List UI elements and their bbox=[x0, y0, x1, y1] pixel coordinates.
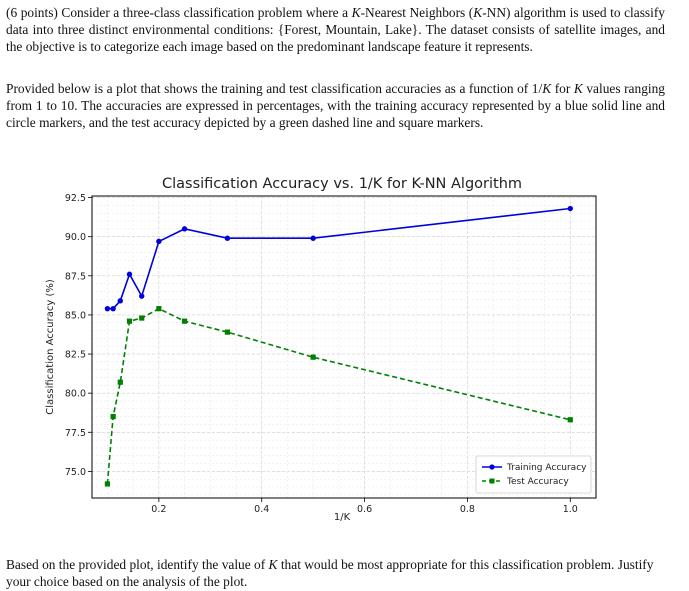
training-accuracy-point bbox=[139, 293, 145, 299]
test-accuracy-line bbox=[106, 307, 571, 484]
test-accuracy-point bbox=[567, 417, 573, 423]
plot-description: Provided below is a plot that shows the … bbox=[6, 81, 665, 130]
training-accuracy-line bbox=[107, 207, 571, 310]
points-label: (6 points) bbox=[6, 5, 58, 20]
training-accuracy-point bbox=[156, 238, 162, 245]
grid-lines bbox=[92, 196, 596, 498]
question-intro: (6 points) Consider a three-class classi… bbox=[6, 5, 665, 54]
y-tick-label: 77.5 bbox=[65, 428, 86, 439]
test-accuracy-point bbox=[156, 306, 162, 312]
legend-test-marker bbox=[489, 478, 495, 484]
axis-ticks: 0.2 0.4 0.6 0.8 1.0 75.0 77.5 80.0 82.5 85.0 87.5 9… bbox=[65, 193, 578, 515]
chart-title: Classification Accuracy vs. 1/K for K-NN… bbox=[162, 176, 522, 192]
test-accuracy-point bbox=[104, 481, 111, 487]
training-accuracy-point bbox=[224, 235, 231, 241]
x-tick-label: 1.0 bbox=[563, 504, 578, 515]
x-tick-label: 0.2 bbox=[151, 504, 166, 515]
test-accuracy-point bbox=[139, 315, 145, 321]
x-tick-label: 0.8 bbox=[460, 504, 475, 515]
x-tick-label: 0.4 bbox=[254, 504, 269, 515]
question-prompt: Based on the provided plot, identify the… bbox=[6, 557, 654, 589]
training-accuracy-point bbox=[181, 226, 188, 232]
training-accuracy-point bbox=[310, 235, 316, 241]
y-tick-label: 92.5 bbox=[65, 193, 86, 204]
training-accuracy-point bbox=[126, 271, 133, 277]
y-tick-label: 87.5 bbox=[65, 271, 86, 282]
test-accuracy-point bbox=[110, 414, 116, 420]
x-axis-label: 1/K bbox=[334, 512, 351, 523]
y-tick-label: 82.5 bbox=[65, 350, 86, 361]
y-axis-label: Classification Accuracy (%) bbox=[45, 279, 56, 415]
training-accuracy-point bbox=[117, 298, 123, 304]
test-accuracy-point bbox=[310, 354, 316, 360]
training-accuracy-point bbox=[104, 305, 111, 312]
legend-training-label: Training Accuracy bbox=[506, 463, 587, 473]
y-tick-label: 80.0 bbox=[65, 389, 86, 400]
y-tick-label: 90.0 bbox=[65, 232, 86, 243]
legend-box bbox=[475, 455, 592, 494]
accuracy-chart: Classification Accuracy vs. 1/K for K-NN… bbox=[45, 176, 597, 523]
series-layer bbox=[104, 205, 573, 487]
training-accuracy-point bbox=[567, 205, 573, 212]
test-accuracy-point bbox=[117, 379, 123, 385]
legend-training-marker bbox=[489, 464, 495, 470]
test-accuracy-point bbox=[126, 318, 133, 324]
y-tick-label: 85.0 bbox=[65, 310, 86, 321]
training-accuracy-point bbox=[110, 305, 116, 312]
legend: Training Accuracy Test Accuracy bbox=[475, 455, 592, 494]
x-tick-label: 0.6 bbox=[357, 504, 372, 515]
test-accuracy-point bbox=[224, 329, 231, 335]
legend-test-label: Test Accuracy bbox=[506, 477, 569, 487]
test-accuracy-point bbox=[181, 318, 188, 324]
y-tick-label: 75.0 bbox=[65, 467, 86, 478]
plot-frame bbox=[91, 195, 597, 499]
